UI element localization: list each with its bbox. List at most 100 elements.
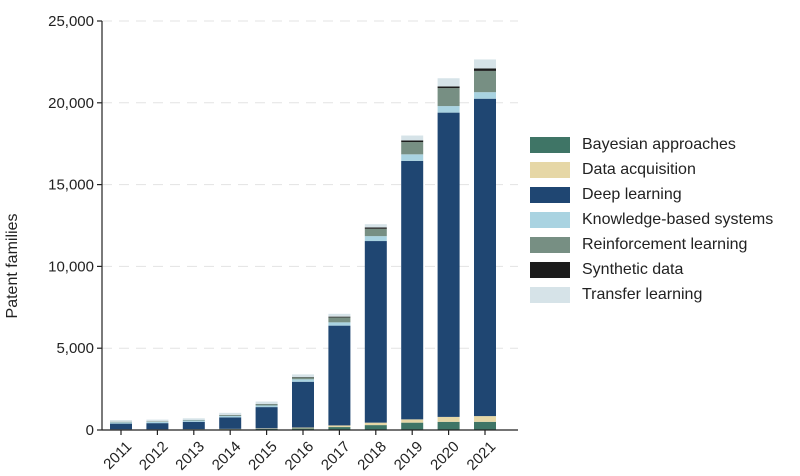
bar-segment [328,427,351,430]
y-tick-label: 10,000 [48,258,94,275]
legend-swatch [530,186,570,203]
legend-label: Data acquisition [582,160,696,178]
bar-segment [401,140,424,143]
legend: Bayesian approaches Data acquisition Deep … [530,132,773,307]
bar-segment [437,78,460,87]
bar-segment [364,227,387,229]
legend-swatch [530,211,570,228]
bar-segment [328,316,351,318]
bar-segment [110,420,132,422]
bar-segment [437,421,460,430]
bar-segment [401,160,424,420]
x-tick-label: 2019 [391,438,427,474]
y-tick-label: 25,000 [48,13,94,30]
x-tick-label: 2017 [318,438,354,474]
legend-swatch [530,261,570,278]
bar-segment [292,379,314,382]
x-tick-label: 2016 [282,438,318,474]
bar-segment [292,377,314,380]
bar-segment [219,415,242,416]
bar-segment [364,228,387,237]
legend-swatch [530,161,570,178]
bar-segment [219,412,242,415]
bar-segment [219,415,242,418]
x-tick-label: 2014 [209,438,245,474]
bar-segment [437,86,460,89]
y-axis-label: Patent families [4,214,21,319]
legend-swatch [530,236,570,253]
x-tick-label: 2015 [245,438,281,474]
legend-label: Synthetic data [582,260,684,278]
legend-item: Deep learning [530,182,773,207]
bar-segment [146,421,169,424]
bar-segment [255,405,278,408]
legend-item: Bayesian approaches [530,132,773,157]
bar-segment [146,419,169,422]
bar-segment [364,422,387,426]
bar-segment [328,313,351,317]
bar-segment [437,112,460,417]
bar-segment [328,425,351,428]
bar-segment [146,423,169,430]
bars [110,59,496,430]
bar-segment [110,422,132,424]
bar-segment [182,421,205,430]
x-tick-label: 2013 [172,438,208,474]
bar-segment [255,407,278,429]
bar-segment [292,374,314,377]
legend-item: Knowledge-based systems [530,207,773,232]
bar-segment [255,401,278,404]
legend-swatch [530,136,570,153]
x-tick-labels: 2011 2012 2013 2014 2015 2016 2017 2018 2019 2020… [100,438,499,474]
bar-segment [401,135,424,141]
y-tick-labels: 0 5,000 10,000 15,000 20,000 25,000 [48,13,94,439]
bar-segment [437,416,460,422]
bar-segment [401,419,424,423]
bar-segment [364,241,387,423]
bar-segment [182,420,205,422]
bar-segment [401,142,424,155]
bar-segment [292,428,314,430]
bar-segment [474,421,496,430]
bar-segment [182,418,205,420]
legend-label: Transfer learning [582,285,703,303]
bar-segment [474,98,496,417]
bar-segment [401,154,424,161]
x-tick-label: 2018 [354,438,390,474]
bar-segment [255,404,278,406]
bar-segment [328,317,351,323]
legend-label: Deep learning [582,185,682,203]
y-tick-label: 0 [86,422,94,439]
legend-label: Knowledge-based systems [582,210,774,228]
y-tick-label: 5,000 [56,340,94,357]
x-tick-label: 2020 [427,438,463,474]
x-tick-label: 2021 [464,438,500,474]
bar-segment [292,381,314,428]
bar-segment [219,417,242,429]
legend-item: Data acquisition [530,157,773,182]
bar-segment [474,68,496,71]
bar-segment [292,427,314,429]
legend-label: Reinforcement learning [582,235,748,253]
bar-segment [328,322,351,326]
legend-item: Synthetic data [530,257,773,282]
axes [97,20,518,435]
bar-segment [437,106,460,113]
bar-segment [401,422,424,430]
bar-segment [474,416,496,422]
legend-item: Transfer learning [530,282,773,307]
y-tick-label: 20,000 [48,95,94,112]
bar-segment [364,425,387,430]
x-tick-label: 2011 [100,438,135,473]
legend-item: Reinforcement learning [530,232,773,257]
bar-segment [328,325,351,426]
bar-segment [437,88,460,107]
bar-segment [110,423,132,430]
legend-label: Bayesian approaches [582,135,736,153]
bar-segment [364,224,387,228]
bar-segment [474,70,496,93]
x-tick-label: 2012 [136,438,172,474]
bar-segment [364,236,387,242]
bar-segment [474,92,496,99]
